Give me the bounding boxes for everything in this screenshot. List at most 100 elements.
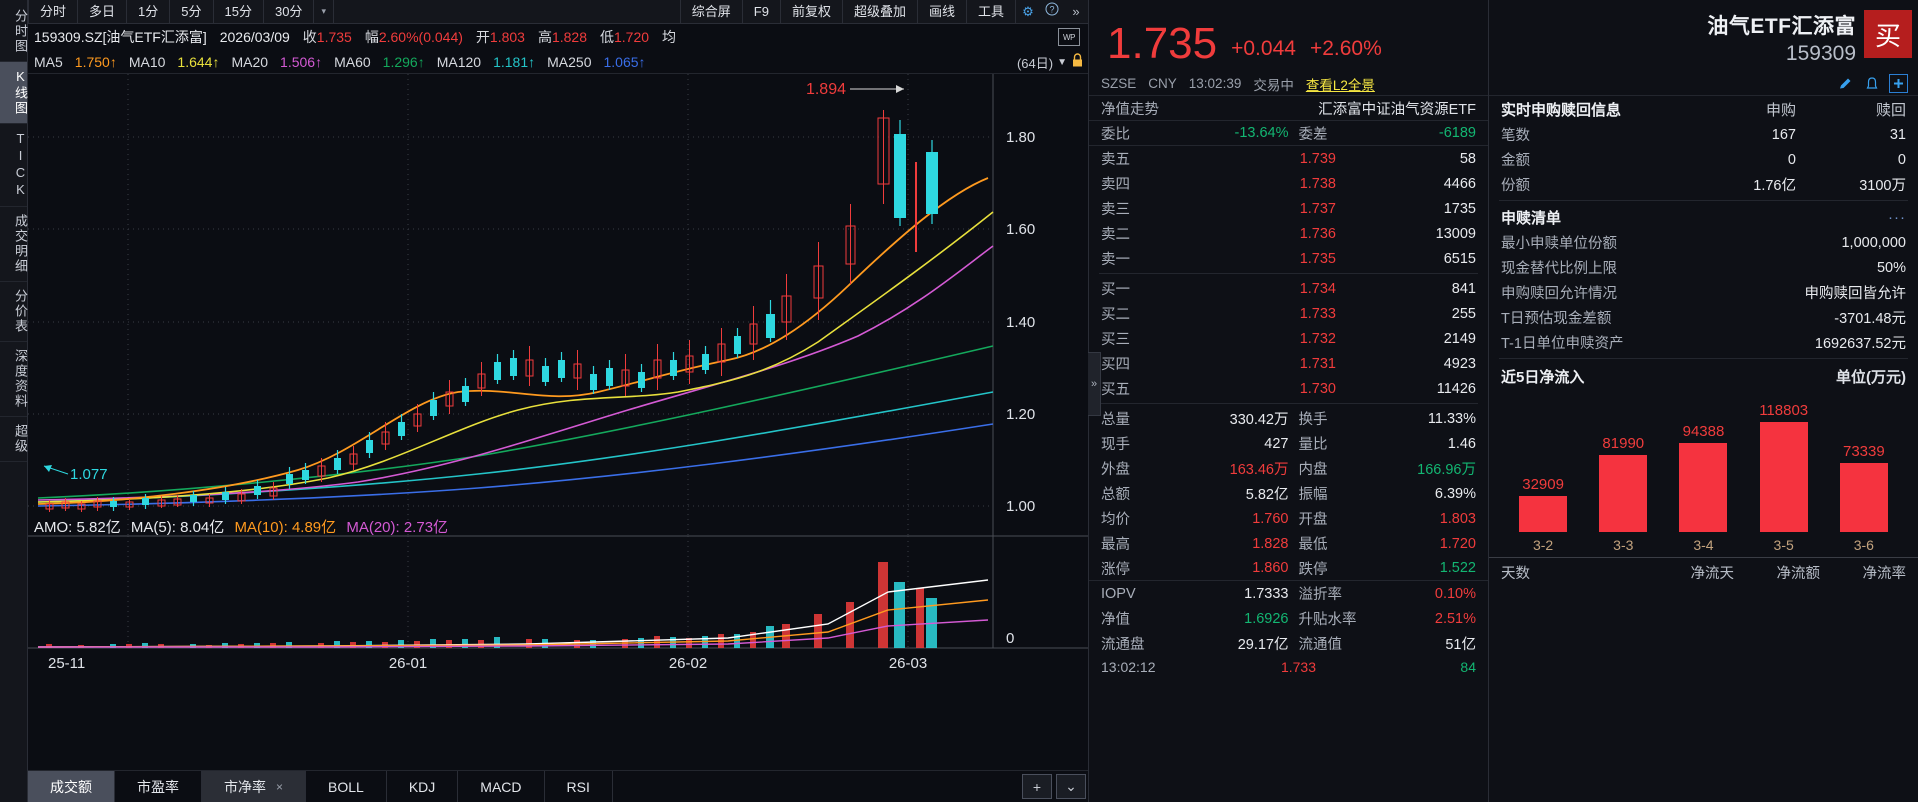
tab-shiyinglv[interactable]: 市盈率 [115,771,202,802]
bid-volume: 841 [1451,280,1476,297]
exchange-label: SZSE [1101,76,1137,91]
flow-footer-tabs: 天数 净流天 净流额 净流率 [1489,558,1918,586]
rail-item-kxiantu[interactable]: K线图 [0,62,28,124]
ask-volume: 6515 [1443,250,1476,267]
tab-shijinglv[interactable]: 市净率 × [202,771,307,802]
amo-value: 5.82亿 [76,519,121,536]
bid-row-2[interactable]: 买二 1.733 255 [1089,301,1488,326]
tab-chengjiaoe[interactable]: 成交额 [28,771,115,802]
help-icon[interactable]: ? [1040,0,1064,23]
rt-value-subscribe: 167 [1771,126,1796,143]
stat-value-2: 1.522 [1439,560,1476,576]
book-divider [1099,273,1478,274]
l2-panorama-link[interactable]: 查看L2全景 [1305,77,1375,93]
bell-icon[interactable] [1862,74,1881,93]
bid-row-4[interactable]: 买四 1.731 4923 [1089,351,1488,376]
list-value: 1692637.52元 [1814,336,1906,352]
symbol-label: 159309.SZ[油气ETF汇添富] [34,29,207,45]
footer-tab-days[interactable]: 天数 [1501,565,1530,582]
rail-label: 分价表 [13,289,28,334]
chart-canvas-area[interactable]: 1.80 1.60 1.40 1.20 1.00 [28,74,1088,770]
more-options-icon[interactable]: ··· [1888,208,1906,226]
high-annotation: 1.894 [806,81,846,98]
volume-chart-svg[interactable]: 0 [28,536,1088,676]
bid-book: 买一 1.734 841 买二 1.733 255 买三 1.732 2149 买四 1.73… [1089,276,1488,401]
btn-f9[interactable]: F9 [743,0,781,23]
btn-huaxian[interactable]: 画线 [918,0,967,23]
period-fenshi[interactable]: 分时 [28,0,79,23]
stat-label: 总量 [1101,412,1130,428]
footer-tab-netflow-rate[interactable]: 净流率 [1862,565,1907,582]
chevron-down-icon[interactable]: ▼ [1057,56,1067,68]
bid-label: 买二 [1101,307,1130,323]
rail-item-chengjiaomingxi[interactable]: 成交明细 [0,207,28,282]
btn-chaojidiejia[interactable]: 超级叠加 [843,0,918,23]
bid-price: 1.734 [1299,280,1336,297]
nav-trend-row[interactable]: 净值走势 汇添富中证油气资源ETF [1089,96,1488,121]
collapse-panel-chevron[interactable]: » [1088,352,1101,416]
ask-row-2[interactable]: 卖二 1.736 13009 [1089,221,1488,246]
rail-item-shenduziliao[interactable]: 深度资料 [0,342,28,417]
stat-value: 163.46万 [1229,462,1289,478]
add-indicator-button[interactable]: + [1022,774,1052,799]
ask-row-1[interactable]: 卖一 1.735 6515 [1089,246,1488,271]
high-label: 高 [537,29,552,45]
stat-row-nav: 净值 1.6926 升贴水率 2.51% [1089,606,1488,631]
tabs-spacer [613,771,1020,802]
stat-value-2: 2.51% [1434,610,1476,627]
high-value: 1.828 [551,29,587,45]
lock-icon[interactable] [1071,53,1084,71]
rail-item-fenshitu[interactable]: 分时图 [0,2,28,62]
period-5min[interactable]: 5分 [170,0,214,23]
tick-volume: 84 [1460,659,1476,675]
plus-icon[interactable] [1889,74,1908,93]
btn-gongju[interactable]: 工具 [967,0,1016,23]
ask-row-3[interactable]: 卖三 1.737 1735 [1089,196,1488,221]
period-duori[interactable]: 多日 [78,0,128,23]
btn-zonghepin[interactable]: 综合屏 [679,0,743,23]
close-value: 1.735 [316,29,352,45]
rail-item-chaoji[interactable]: 超级 [0,417,28,462]
rt-label: 份额 [1501,178,1530,194]
list-row-unit-asset: T-1日单位申赎资产 1692637.52元 [1489,330,1918,355]
flow-bar-rect [1839,463,1888,532]
stat-label: 总额 [1101,487,1130,503]
period-15min[interactable]: 15分 [214,0,264,23]
stat-value: 29.17亿 [1237,637,1289,653]
rail-item-tick[interactable]: TICK [0,124,28,207]
ma5-value: 1.750↑ [74,53,117,70]
expand-indicator-button[interactable]: ⌄ [1056,774,1086,799]
bid-row-1[interactable]: 买一 1.734 841 [1089,276,1488,301]
footer-tab-netflow-days[interactable]: 净流天 [1690,565,1735,582]
buy-button[interactable]: 买 [1864,10,1912,58]
tab-kdj[interactable]: KDJ [387,771,459,802]
period-30min[interactable]: 30分 [264,0,315,23]
quote-stats: 总量 330.42万 换手 11.33% 现手 427 量比 1.46 外盘 163.46万内… [1089,406,1488,656]
period-1min[interactable]: 1分 [127,0,171,23]
ask-row-4[interactable]: 卖四 1.738 4466 [1089,171,1488,196]
bid-row-3[interactable]: 买三 1.732 2149 [1089,326,1488,351]
rail-item-fenjiabiao[interactable]: 分价表 [0,282,28,342]
close-icon[interactable]: × [276,779,284,794]
currency-label: CNY [1148,76,1177,91]
ask-label: 卖四 [1101,177,1130,193]
tab-boll[interactable]: BOLL [306,771,387,802]
pencil-icon[interactable] [1835,74,1854,93]
bid-price: 1.733 [1299,305,1336,322]
price-chart-svg[interactable]: 1.80 1.60 1.40 1.20 1.00 [28,74,1088,594]
more-icon[interactable]: » [1072,4,1080,19]
flow-bar-rect [1519,496,1568,532]
bid-row-5[interactable]: 买五 1.730 11426 [1089,376,1488,401]
footer-tab-netflow-amount[interactable]: 净流额 [1776,565,1821,582]
list-row-cash-diff: T日预估现金差额 -3701.48元 [1489,305,1918,330]
tab-rsi[interactable]: RSI [545,771,613,802]
chevron-down-icon[interactable]: ▾ [314,0,334,23]
ask-row-5[interactable]: 卖五 1.739 58 [1089,146,1488,171]
net-flow-header: 近5日净流入 单位(万元) [1489,362,1918,390]
tab-macd[interactable]: MACD [458,771,545,802]
realtime-subscription-header: 实时申购赎回信息 申购 赎回 [1489,96,1918,122]
order-ratio-row: 委比 -13.64% 委差 -6189 [1089,121,1488,146]
btn-qianfuquan[interactable]: 前复权 [781,0,843,23]
flow-bar-value: 73339 [1842,443,1885,460]
gear-icon[interactable]: ⚙ [1022,4,1034,19]
